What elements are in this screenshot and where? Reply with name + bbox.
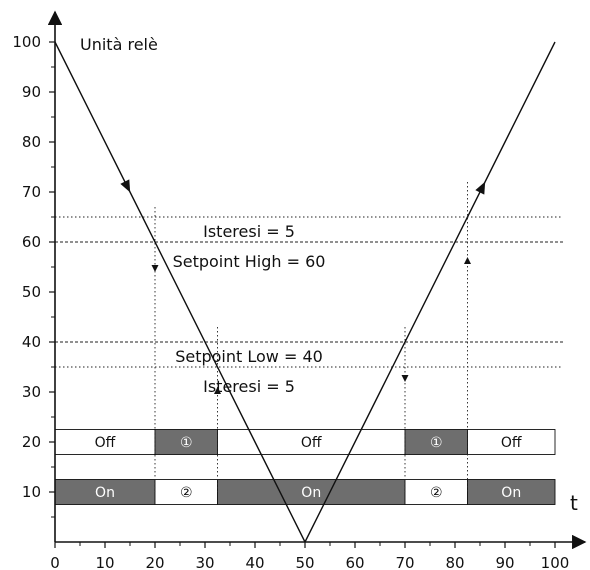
relay-segment-0-2	[217, 429, 406, 455]
relay-segment-label-1-4: On	[501, 485, 521, 501]
annotation-0: Isteresi = 5	[203, 222, 295, 241]
relay-segment-label-1-3: ②	[430, 485, 443, 501]
y-tick-label-3: 40	[22, 333, 41, 351]
x-tick-label-7: 70	[395, 554, 414, 570]
annotations: Isteresi = 5 Setpoint High = 60 Setpoint L…	[173, 222, 326, 396]
axis-ticks: 0 10 20 30 40 50 60 70 80 90 100 10 20 30 40 50 60 70 80 90…	[12, 33, 569, 570]
relay-state-bars: Off ① Off ① Off On ② On ② On	[54, 429, 556, 505]
y-tick-label-2: 30	[22, 383, 41, 401]
y-tick-label-9: 100	[12, 33, 41, 51]
relay-segment-0-1	[154, 429, 218, 455]
y-tick-label-5: 60	[22, 233, 41, 251]
x-tick-label-8: 80	[445, 554, 464, 570]
relay-segment-1-2	[217, 479, 406, 505]
x-tick-label-3: 30	[195, 554, 214, 570]
y-tick-label-8: 90	[22, 83, 41, 101]
relay-segment-1-4	[467, 479, 556, 505]
axes	[47, 10, 587, 550]
series-direction-arrow-0	[120, 179, 131, 193]
x-tick-label-4: 40	[245, 554, 264, 570]
relay-segment-label-0-2: Off	[301, 435, 322, 451]
x-tick-label-1: 10	[95, 554, 114, 570]
relay-segment-label-1-1: ②	[180, 485, 193, 501]
x-tick-label-5: 50	[295, 554, 314, 570]
relay-segment-label-0-4: Off	[501, 435, 522, 451]
annotation-3: Isteresi = 5	[203, 377, 295, 396]
x-tick-label-6: 60	[345, 554, 364, 570]
chart-text: Unità relè t	[80, 35, 578, 515]
annotation-2: Setpoint Low = 40	[175, 347, 323, 366]
relay-segment-0-4	[467, 429, 556, 455]
switch-arrow-0	[151, 265, 159, 272]
x-tick-label-10: 100	[541, 554, 570, 570]
relay-segment-0-3	[404, 429, 468, 455]
relay-segment-label-0-3: ①	[430, 435, 443, 451]
y-tick-label-7: 80	[22, 133, 41, 151]
x-tick-label-2: 20	[145, 554, 164, 570]
x-tick-label-9: 90	[495, 554, 514, 570]
switch-arrow-2	[401, 375, 409, 382]
y-tick-label-0: 10	[22, 483, 41, 501]
relay-segment-label-0-1: ①	[180, 435, 193, 451]
annotation-1: Setpoint High = 60	[173, 252, 326, 271]
y-tick-label-1: 20	[22, 433, 41, 451]
chart-title: Unità relè	[80, 35, 158, 54]
reference-lines	[55, 216, 563, 368]
series-line-0	[54, 41, 556, 544]
y-tick-label-4: 50	[22, 283, 41, 301]
x-tick-label-0: 0	[50, 554, 60, 570]
switch-arrow-3	[464, 257, 471, 264]
relay-segment-1-0	[54, 479, 156, 505]
relay-segment-label-1-0: On	[95, 485, 115, 501]
y-tick-label-6: 70	[22, 183, 41, 201]
switch-point-lines	[151, 182, 471, 492]
relay-segment-label-0-0: Off	[95, 435, 116, 451]
switch-arrow-1	[214, 387, 221, 394]
relay-value-series	[54, 41, 556, 544]
relay-segment-0-0	[54, 429, 156, 455]
relay-segment-label-1-2: On	[301, 485, 321, 501]
x-axis-label: t	[570, 491, 578, 515]
series-direction-arrow-1	[475, 181, 486, 195]
